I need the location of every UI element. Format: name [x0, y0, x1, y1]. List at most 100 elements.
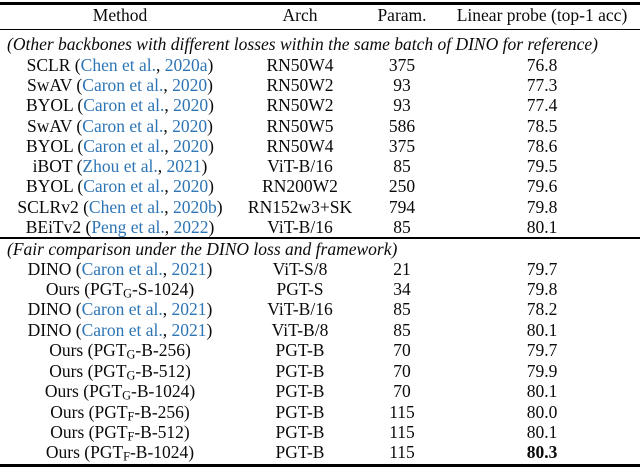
- method-suffix: ): [207, 75, 213, 96]
- acc-cell: 77.3: [526, 75, 558, 96]
- method-cell: SCLR (Chen et al., 2020a): [0, 55, 240, 75]
- arch-cell: RN152w3+SK: [247, 196, 353, 217]
- citation-separator: ,: [157, 156, 167, 177]
- method-cell: Ours (PGTF-B-256): [0, 402, 240, 424]
- citation-author-link[interactable]: Caron et al.: [81, 299, 163, 320]
- citation-year-link[interactable]: 2021: [171, 299, 207, 320]
- method-name: BYOL (: [26, 95, 84, 116]
- acc-cell: 77.4: [526, 95, 558, 116]
- arch-cell: ViT-B/16: [267, 156, 333, 177]
- table-header-row: Method Arch Param. Linear probe (top-1 a…: [0, 3, 640, 28]
- table-row: BYOL (Caron et al., 2020) RN50W2 93 77.4: [0, 95, 640, 115]
- method-suffix: -B-1024): [131, 381, 196, 402]
- table-row: DINO (Caron et al., 2021) ViT-B/16 85 78…: [0, 299, 640, 319]
- acc-cell: 80.1: [526, 216, 558, 237]
- method-cell: Ours (PGTF-B-1024): [0, 442, 240, 464]
- acc-cell: 78.6: [526, 135, 558, 156]
- citation-separator: ,: [162, 319, 172, 340]
- section-header-fair-comparison: (Fair comparison under the DINO loss and…: [7, 239, 398, 259]
- method-suffix: ): [207, 115, 213, 136]
- table-row: DINO (Caron et al., 2021) ViT-B/8 85 80.…: [0, 320, 640, 340]
- method-cell: iBOT (Zhou et al., 2021): [0, 156, 240, 176]
- table-row: Ours (PGTF-B-256) PGT-B 115 80.0: [0, 401, 640, 424]
- param-cell: 375: [388, 55, 416, 75]
- citation-year-link[interactable]: 2020a: [164, 55, 208, 75]
- citation-separator: ,: [164, 176, 174, 197]
- header-separator-rule: [0, 28, 640, 31]
- method-suffix: ): [216, 196, 223, 217]
- citation-year-link[interactable]: 2022: [173, 216, 209, 237]
- method-cell: SwAV (Caron et al., 2020): [0, 116, 240, 136]
- citation-author-link[interactable]: Caron et al.: [81, 258, 163, 279]
- citation-author-link[interactable]: Zhou et al.: [82, 156, 158, 177]
- citation-separator: ,: [162, 299, 172, 320]
- citation-author-link[interactable]: Chen et al.: [80, 55, 156, 75]
- table-row: SwAV (Caron et al., 2020) RN50W5 586 78.…: [0, 116, 640, 136]
- table-row: SCLRv2 (Chen et al., 2020b) RN152w3+SK 7…: [0, 197, 640, 217]
- arch-cell: ViT-S/8: [272, 258, 328, 279]
- table-row: BEiTv2 (Peng et al., 2022) ViT-B/16 85 8…: [0, 217, 640, 237]
- column-header-linear-probe: Linear probe (top-1 acc): [456, 5, 628, 25]
- section-separator-rule: [0, 237, 640, 239]
- arch-cell: RN200W2: [262, 176, 338, 197]
- citation-separator: ,: [155, 55, 165, 75]
- table-row: Ours (PGTG-B-256) PGT-B 70 79.7: [0, 340, 640, 362]
- table-row: SwAV (Caron et al., 2020) RN50W2 93 77.3: [0, 75, 640, 95]
- citation-year-link[interactable]: 2020: [173, 135, 209, 156]
- method-cell: Ours (PGTF-B-512): [0, 422, 240, 444]
- method-name: DINO (: [27, 299, 82, 320]
- method-name: SwAV (: [26, 115, 83, 136]
- citation-separator: ,: [164, 135, 174, 156]
- param-cell: 93: [393, 75, 411, 96]
- method-subscript: G: [126, 368, 136, 383]
- citation-separator: ,: [163, 115, 173, 136]
- citation-year-link[interactable]: 2020: [172, 75, 208, 96]
- citation-year-link[interactable]: 2020: [173, 95, 209, 116]
- param-cell: 85: [393, 319, 411, 340]
- acc-cell: 79.5: [526, 156, 558, 177]
- citation-author-link[interactable]: Caron et al.: [82, 115, 164, 136]
- method-suffix: -S-1024): [131, 278, 195, 299]
- method-name: BYOL (: [26, 135, 84, 156]
- arch-cell: PGT-B: [275, 340, 325, 361]
- citation-year-link[interactable]: 2020: [172, 115, 208, 136]
- acc-cell: 79.8: [526, 196, 558, 217]
- method-name: DINO (: [27, 319, 82, 340]
- acc-cell: 80.1: [526, 319, 558, 340]
- method-name: BYOL (: [26, 176, 84, 197]
- param-cell: 70: [393, 381, 411, 402]
- param-cell: 85: [393, 299, 411, 320]
- table-row: Ours (PGTF-B-1024) PGT-B 115 80.3: [0, 442, 640, 464]
- method-subscript: G: [126, 347, 136, 362]
- method-suffix: ): [206, 299, 213, 320]
- citation-year-link[interactable]: 2020b: [172, 196, 217, 217]
- citation-author-link[interactable]: Caron et al.: [83, 95, 165, 116]
- citation-author-link[interactable]: Caron et al.: [81, 319, 163, 340]
- table-top-rule: [0, 2, 640, 5]
- arch-cell: ViT-B/16: [267, 299, 333, 320]
- citation-author-link[interactable]: Caron et al.: [82, 75, 164, 96]
- acc-cell: 78.2: [526, 299, 558, 320]
- citation-separator: ,: [162, 258, 172, 279]
- method-cell: BEiTv2 (Peng et al., 2022): [0, 217, 240, 237]
- citation-author-link[interactable]: Chen et al.: [88, 196, 165, 217]
- param-cell: 375: [388, 135, 416, 156]
- param-cell: 115: [389, 422, 415, 442]
- citation-author-link[interactable]: Caron et al.: [83, 135, 165, 156]
- acc-cell: 80.1: [526, 422, 558, 442]
- citation-author-link[interactable]: Peng et al.: [91, 216, 165, 237]
- table-row: Ours (PGTG-B-1024) PGT-B 70 80.1: [0, 381, 640, 403]
- citation-year-link[interactable]: 2021: [171, 258, 207, 279]
- method-suffix: ): [206, 258, 213, 279]
- method-name: Ours (PGT: [45, 442, 124, 463]
- method-suffix: ): [201, 156, 208, 177]
- param-cell: 115: [389, 401, 415, 422]
- citation-year-link[interactable]: 2020: [173, 176, 209, 197]
- param-cell: 85: [393, 156, 411, 177]
- citation-year-link[interactable]: 2021: [171, 319, 207, 340]
- citation-author-link[interactable]: Caron et al.: [83, 176, 165, 197]
- table-bottom-rule: [0, 463, 640, 467]
- method-suffix: -B-1024): [129, 442, 195, 463]
- citation-separator: ,: [163, 75, 173, 96]
- citation-year-link[interactable]: 2021: [166, 156, 202, 177]
